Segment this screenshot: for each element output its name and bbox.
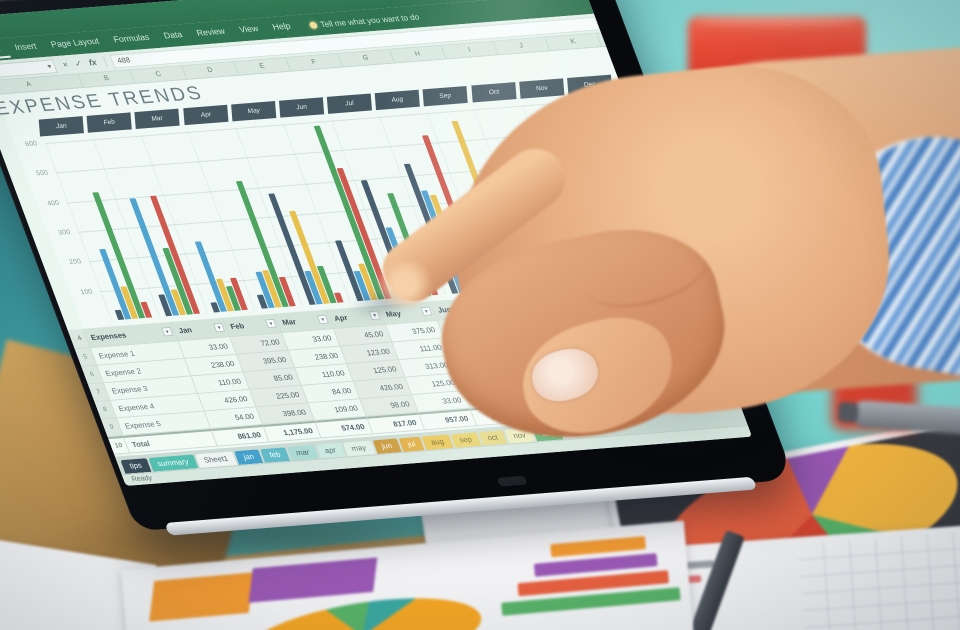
cancel-icon[interactable]: ×	[61, 59, 70, 70]
y-axis-tick-label: 300	[57, 229, 72, 237]
y-axis-tick-label: 200	[68, 258, 83, 267]
ribbon-tab-data[interactable]: Data	[162, 29, 184, 41]
y-axis-tick-label: 500	[35, 169, 50, 178]
ribbon-tab-help[interactable]: Help	[270, 20, 292, 32]
month-segment-dec[interactable]: Dec	[566, 74, 613, 95]
month-segment-nov[interactable]: Nov	[518, 78, 565, 99]
red-cup	[688, 16, 866, 112]
filter-button[interactable]: ▾	[524, 298, 537, 308]
month-segment-jan[interactable]: Jan	[38, 116, 85, 137]
y-axis-tick-label: 100	[79, 288, 94, 296]
total-cell[interactable]: 957.00	[418, 408, 478, 431]
total-cell[interactable]: 574.00	[315, 416, 374, 439]
total-cell[interactable]: 817.00	[366, 412, 426, 435]
filter-button[interactable]: ▾	[316, 314, 329, 325]
total-cell[interactable]: 861.00	[211, 424, 270, 447]
total-cell[interactable]: 1,451.00	[470, 404, 530, 427]
total-cell[interactable]: 1,175.00	[263, 420, 322, 443]
dropdown-icon: ▾	[46, 63, 53, 71]
grid-table-graphic	[797, 528, 960, 630]
ribbon-tab-review[interactable]: Review	[194, 25, 227, 38]
month-segment-sep[interactable]: Sep	[422, 85, 469, 107]
filter-button[interactable]: ▾	[213, 322, 226, 333]
lightbulb-icon	[308, 21, 318, 29]
printout-funnel-bar	[550, 536, 647, 558]
y-axis-tick-label: 400	[46, 199, 61, 208]
month-segment-jul[interactable]: Jul	[326, 93, 373, 114]
month-segment-oct[interactable]: Oct	[470, 82, 517, 103]
month-segment-mar[interactable]: Mar	[134, 108, 181, 129]
filter-button[interactable]: ▾	[420, 306, 433, 317]
tell-me-search[interactable]: Tell me what you want to do	[308, 12, 421, 29]
ribbon-tab-formulas[interactable]: Formulas	[111, 31, 151, 45]
filter-button[interactable]: ▾	[264, 318, 278, 329]
stacked-bar-graphic	[149, 572, 254, 622]
expense-trends-chart[interactable]: EXPENSE TRENDS Jan Feb Mar Apr May Jun Jul Aug S…	[0, 47, 694, 330]
filter-button[interactable]: ▾	[472, 302, 485, 312]
stacked-bar-graphic	[248, 557, 378, 603]
fx-icon[interactable]: fx	[87, 57, 99, 68]
status-ready: Ready	[130, 474, 154, 484]
palm-shadow	[560, 295, 800, 455]
ribbon-tab-insert[interactable]: Insert	[13, 40, 38, 53]
ribbon-tab-page-layout[interactable]: Page Layout	[49, 35, 101, 50]
ribbon-tab-view[interactable]: View	[237, 23, 260, 35]
filter-button[interactable]: ▾	[161, 326, 174, 337]
y-axis-tick-label: 600	[24, 140, 39, 149]
bar-series-area	[45, 98, 684, 321]
tell-me-label: Tell me what you want to do	[318, 12, 421, 29]
month-segment-feb[interactable]: Feb	[86, 112, 133, 133]
enter-icon[interactable]: ✓	[72, 58, 84, 69]
month-segment-aug[interactable]: Aug	[374, 89, 421, 111]
month-segment-apr[interactable]: Apr	[182, 104, 229, 126]
tablet-connector	[496, 475, 528, 487]
month-segment-may[interactable]: May	[230, 101, 277, 122]
month-segment-jun[interactable]: Jun	[278, 97, 325, 118]
